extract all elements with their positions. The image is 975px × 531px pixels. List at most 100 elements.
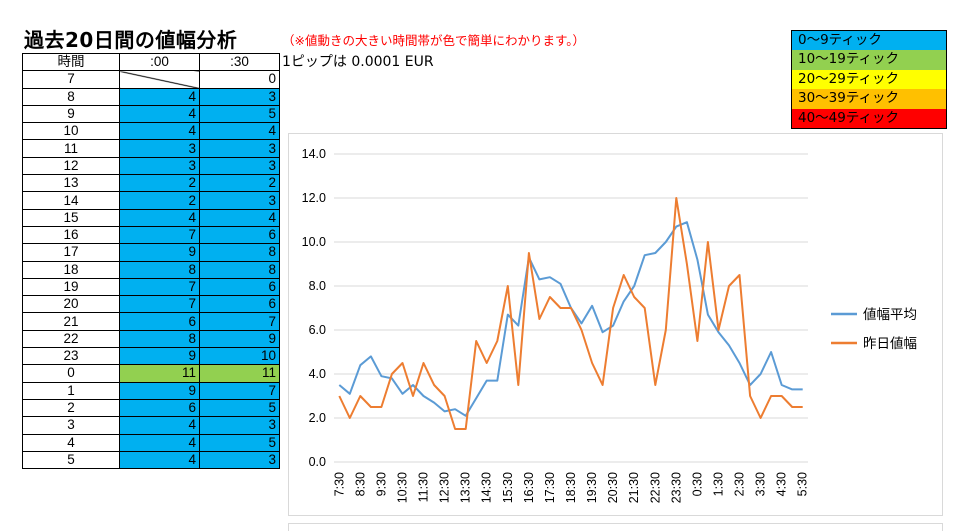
x-tick-label: 22:30 [648, 472, 662, 503]
header-hour: 時間 [22, 52, 120, 72]
value-00-cell: 4 [119, 104, 200, 124]
value-30-cell: 3 [199, 416, 280, 435]
value-30-cell: 7 [199, 381, 280, 400]
hour-cell: 4 [22, 433, 120, 452]
table-body: 7 0 8 4 3 9 4 5 10 4 4 11 3 3 12 3 3 13 2 2 14 2 3 15 4 4 16 7 6 17 9 8… [22, 70, 280, 470]
table-row: 10 4 4 [22, 122, 280, 141]
value-30-cell: 0 [199, 70, 280, 89]
level-legend-item: 10～19ティック [792, 50, 946, 70]
pip-note: 1ピップは 0.0001 EUR [282, 54, 434, 70]
hour-cell: 18 [22, 260, 120, 279]
hour-cell: 17 [22, 243, 120, 262]
hour-cell: 12 [22, 156, 120, 176]
hour-cell: 2 [22, 398, 120, 418]
table-row: 13 2 2 [22, 174, 280, 193]
chart-area: 0.0 2.0 4.0 6.0 8.0 10.0 12.0 14.0 7:30 8:30 9:30 1… [288, 133, 943, 516]
value-30-cell: 3 [199, 450, 280, 470]
y-tick-label: 0.0 [309, 455, 326, 469]
x-tick-label: 23:30 [669, 472, 683, 503]
hour-cell: 21 [22, 312, 120, 331]
value-30-cell: 4 [199, 122, 280, 141]
value-30-cell: 8 [199, 260, 280, 279]
x-tick-label: 18:30 [564, 472, 578, 503]
y-tick-label: 6.0 [309, 323, 326, 337]
y-tick-label: 12.0 [302, 191, 326, 205]
value-30-cell: 7 [199, 312, 280, 331]
table-row: 17 9 8 [22, 243, 280, 262]
x-tick-label: 13:30 [459, 472, 473, 503]
hour-cell: 9 [22, 104, 120, 124]
table-row: 15 4 4 [22, 208, 280, 227]
hour-cell: 5 [22, 450, 120, 470]
series-line-0 [338, 221, 803, 417]
value-30-cell: 3 [199, 156, 280, 176]
value-00-cell: 9 [119, 381, 200, 400]
y-tick-label: 4.0 [309, 367, 326, 381]
table-header-row: 時間 :00 :30 [22, 52, 280, 72]
value-30-cell: 5 [199, 104, 280, 124]
value-30-cell: 9 [199, 329, 280, 349]
page-title: 過去20日間の値幅分析 [24, 28, 238, 52]
legend-label: 値幅平均 [863, 307, 917, 323]
x-tick-label: 12:30 [438, 472, 452, 503]
x-tick-label: 9:30 [374, 472, 388, 496]
x-tick-label: 2:30 [733, 472, 747, 496]
value-00-cell: 3 [119, 139, 200, 158]
value-30-cell: 10 [199, 347, 280, 366]
x-tick-label: 11:30 [417, 472, 431, 502]
value-00-cell: 4 [119, 87, 200, 106]
level-color-legend: 0～9ティック 10～19ティック 20～29ティック 30～39ティック 40～49テ… [791, 30, 947, 129]
hour-cell: 20 [22, 295, 120, 314]
table-row: 11 3 3 [22, 139, 280, 158]
hour-cell: 23 [22, 347, 120, 366]
value-00-cell: 11 [119, 364, 200, 383]
value-00-cell: 8 [119, 260, 200, 279]
x-tick-label: 21:30 [627, 472, 641, 503]
y-tick-label: 2.0 [309, 411, 326, 425]
legend-label: 昨日値幅 [863, 336, 917, 352]
level-legend-item: 0～9ティック [792, 31, 946, 51]
hour-cell: 13 [22, 174, 120, 193]
x-tick-label: 1:30 [711, 472, 725, 496]
y-tick-label: 10.0 [302, 235, 326, 249]
table-row: 20 7 6 [22, 295, 280, 314]
value-00-cell [119, 70, 200, 89]
table-row: 14 2 3 [22, 191, 280, 210]
line-chart: 0.0 2.0 4.0 6.0 8.0 10.0 12.0 14.0 7:30 8:30 9:30 1… [302, 147, 917, 503]
hour-cell: 15 [22, 208, 120, 227]
x-tick-label: 10:30 [395, 472, 409, 503]
hour-cell: 1 [22, 381, 120, 400]
x-tick-label: 7:30 [332, 472, 346, 496]
x-tick-label: 4:30 [775, 472, 789, 496]
table-row: 21 6 7 [22, 312, 280, 331]
x-tick-label: 17:30 [543, 472, 557, 503]
x-tick-label: 0:30 [690, 472, 704, 496]
value-00-cell: 7 [119, 277, 200, 297]
value-30-cell: 3 [199, 191, 280, 210]
value-00-cell: 9 [119, 243, 200, 262]
y-tick-label: 8.0 [309, 279, 326, 293]
hour-cell: 19 [22, 277, 120, 297]
hour-cell: 10 [22, 122, 120, 141]
value-30-cell: 4 [199, 208, 280, 227]
value-00-cell: 4 [119, 450, 200, 470]
header-00: :00 [119, 52, 200, 72]
value-00-cell: 8 [119, 329, 200, 349]
value-00-cell: 2 [119, 191, 200, 210]
hour-cell: 22 [22, 329, 120, 349]
x-tick-label: 14:30 [480, 472, 494, 503]
x-tick-label: 3:30 [754, 472, 768, 496]
chart-frame-next [288, 523, 943, 531]
x-tick-label: 20:30 [606, 472, 620, 503]
hour-cell: 16 [22, 225, 120, 245]
subtitle-note: （※値動きの大きい時間帯が色で簡単にわかります。） [282, 33, 585, 48]
value-30-cell: 6 [199, 295, 280, 314]
x-tick-label: 19:30 [585, 472, 599, 503]
